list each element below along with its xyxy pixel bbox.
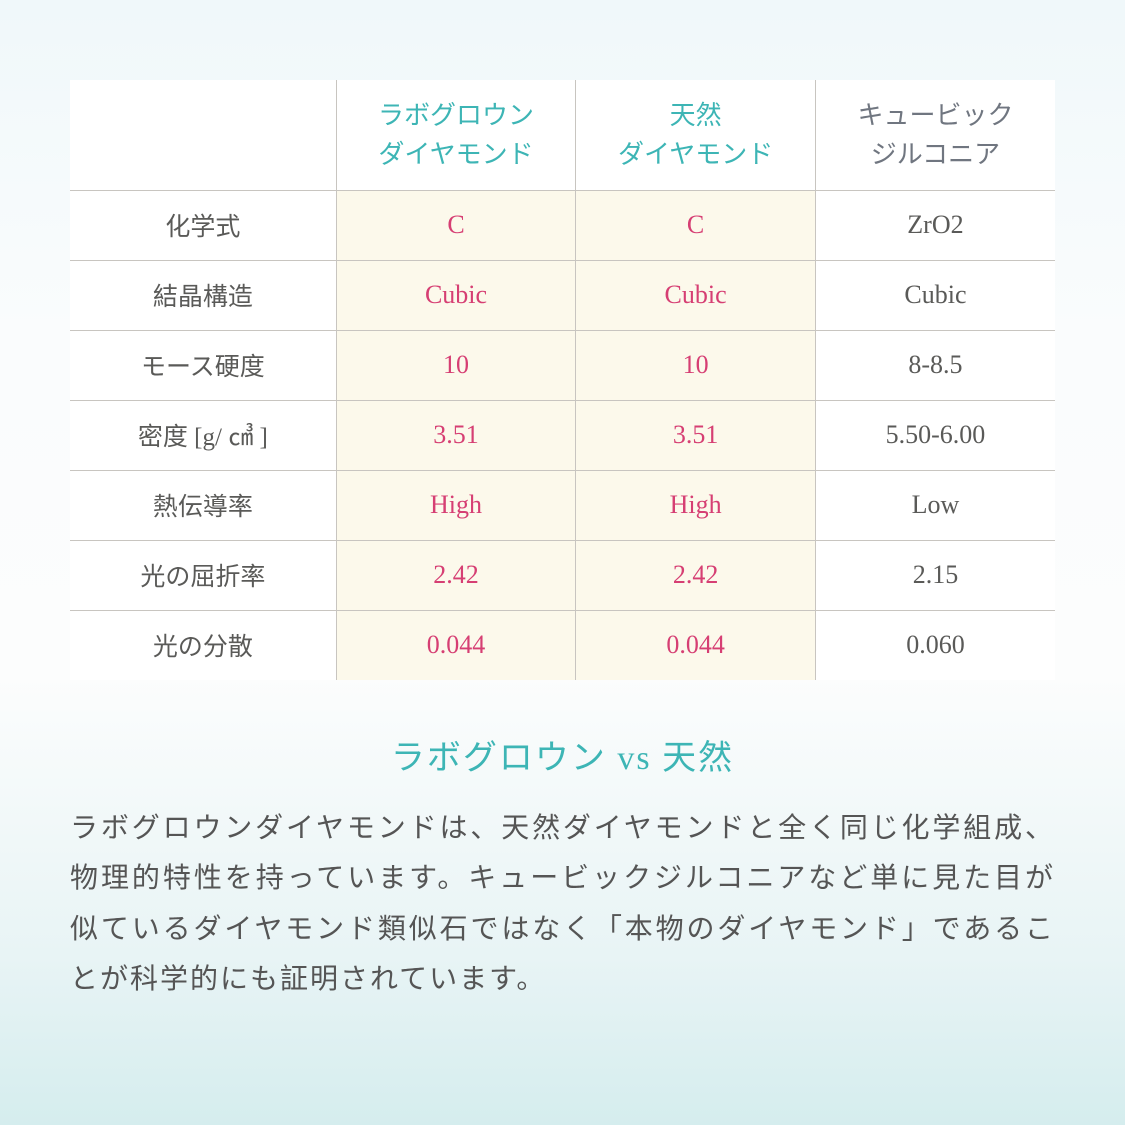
table-row: 光の屈折率2.422.422.15 bbox=[70, 540, 1055, 610]
cell-natural: 2.42 bbox=[576, 540, 816, 610]
cell-cz: 5.50-6.00 bbox=[815, 400, 1055, 470]
cell-natural: Cubic bbox=[576, 260, 816, 330]
th-corner bbox=[70, 80, 336, 190]
cell-cz: ZrO2 bbox=[815, 190, 1055, 260]
comparison-table: ラボグロウンダイヤモンド 天然ダイヤモンド キュービックジルコニア 化学式CCZ… bbox=[70, 80, 1055, 680]
th-labgrown: ラボグロウンダイヤモンド bbox=[336, 80, 576, 190]
row-label: モース硬度 bbox=[70, 330, 336, 400]
cell-labgrown: 10 bbox=[336, 330, 576, 400]
cell-natural: High bbox=[576, 470, 816, 540]
cell-labgrown: High bbox=[336, 470, 576, 540]
table-row: 密度 [g/ ㎤ ]3.513.515.50-6.00 bbox=[70, 400, 1055, 470]
cell-labgrown: Cubic bbox=[336, 260, 576, 330]
table-row: モース硬度10108-8.5 bbox=[70, 330, 1055, 400]
row-label: 密度 [g/ ㎤ ] bbox=[70, 400, 336, 470]
row-label: 結晶構造 bbox=[70, 260, 336, 330]
section-title: ラボグロウン vs 天然 bbox=[70, 730, 1055, 779]
cell-labgrown: 2.42 bbox=[336, 540, 576, 610]
cell-labgrown: 3.51 bbox=[336, 400, 576, 470]
cell-natural: 3.51 bbox=[576, 400, 816, 470]
cell-cz: Cubic bbox=[815, 260, 1055, 330]
cell-natural: 10 bbox=[576, 330, 816, 400]
table-row: 光の分散0.0440.0440.060 bbox=[70, 610, 1055, 680]
cell-labgrown: C bbox=[336, 190, 576, 260]
cell-cz: 8-8.5 bbox=[815, 330, 1055, 400]
cell-natural: C bbox=[576, 190, 816, 260]
row-label: 熱伝導率 bbox=[70, 470, 336, 540]
table-body: 化学式CCZrO2結晶構造CubicCubicCubicモース硬度10108-8… bbox=[70, 190, 1055, 680]
table-row: 熱伝導率HighHighLow bbox=[70, 470, 1055, 540]
table-row: 化学式CCZrO2 bbox=[70, 190, 1055, 260]
cell-cz: Low bbox=[815, 470, 1055, 540]
section-description: ラボグロウンダイヤモンドは、天然ダイヤモンドと全く同じ化学組成、物理的特性を持っ… bbox=[70, 804, 1055, 1006]
cell-natural: 0.044 bbox=[576, 610, 816, 680]
row-label: 光の分散 bbox=[70, 610, 336, 680]
row-label: 光の屈折率 bbox=[70, 540, 336, 610]
cell-labgrown: 0.044 bbox=[336, 610, 576, 680]
row-label: 化学式 bbox=[70, 190, 336, 260]
table-row: 結晶構造CubicCubicCubic bbox=[70, 260, 1055, 330]
cell-cz: 2.15 bbox=[815, 540, 1055, 610]
th-cz: キュービックジルコニア bbox=[815, 80, 1055, 190]
cell-cz: 0.060 bbox=[815, 610, 1055, 680]
th-natural: 天然ダイヤモンド bbox=[576, 80, 816, 190]
